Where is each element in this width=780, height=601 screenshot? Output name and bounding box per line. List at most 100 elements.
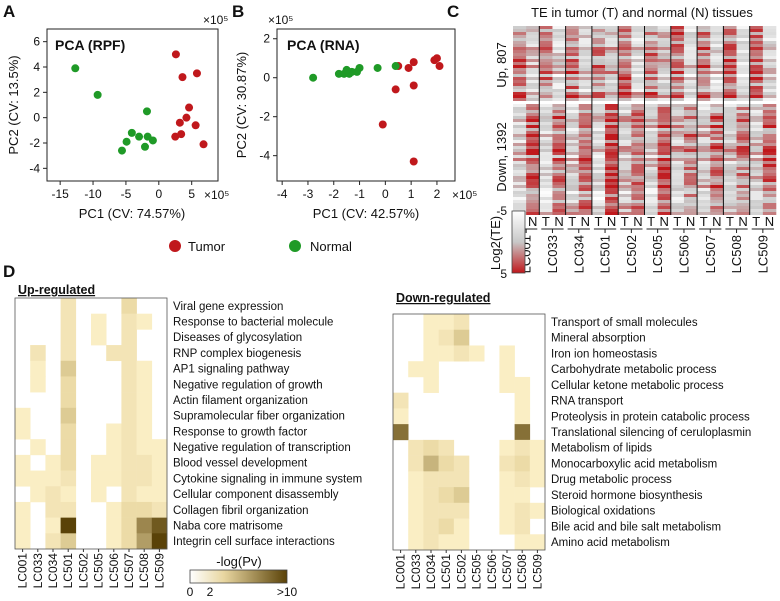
te-heatmap-cell [657,149,672,152]
te-heatmap-cell [723,176,737,179]
te-heatmap-cell [605,137,619,140]
te-heatmap-cell [697,206,711,209]
te-heatmap-cell [578,35,593,38]
te-heatmap-cell [749,209,764,212]
pathway-column-label: LC508 [515,554,529,590]
te-heatmap-cell [552,161,566,164]
te-heatmap-cell [539,182,553,185]
te-heatmap-cell [762,149,777,152]
te-heatmap-cell [723,209,737,212]
te-heatmap-cell [565,122,580,125]
pathway-row-label: Mineral absorption [551,333,646,345]
te-heatmap-cell [683,212,698,215]
legend-normal-label: Normal [310,239,352,254]
te-heatmap-cell [578,137,593,140]
te-heatmap-cell [539,77,553,80]
te-heatmap-cell [657,206,672,209]
pathway-cell [529,534,546,551]
te-heatmap-cell [591,68,606,71]
te-heatmap-cell [736,53,750,56]
te-heatmap-cell [618,68,632,71]
te-heatmap-cell [565,56,580,59]
te-heatmap-cell [631,134,645,137]
te-heatmap-cell [618,179,632,182]
te-heatmap-cell [723,188,737,191]
te-heatmap-cell [644,107,658,110]
pathway-column-label: LC509 [530,554,544,590]
te-heatmap-cell [552,122,566,125]
te-heatmap-cell [762,32,777,35]
te-heatmap-cell [526,119,540,122]
te-heatmap-cell [526,128,540,131]
te-heatmap-cell [683,140,698,143]
te-heatmap-cell [710,167,724,170]
pca-rna-title: PCA (RNA) [287,37,360,53]
te-heatmap-cell [539,47,553,50]
te-heatmap-cell [578,161,593,164]
te-heatmap-cell [710,206,724,209]
normal-point [71,64,80,73]
te-heatmap-cell [683,191,698,194]
te-heatmap-cell [513,92,527,95]
te-heatmap-cell [762,167,777,170]
pathway-column-label: LC502 [76,553,90,589]
te-heatmap-cell [631,95,645,98]
te-heatmap-cell [565,53,580,56]
te-heatmap-cell [591,38,606,41]
pathway-cell [106,501,122,518]
te-heatmap-cell [710,188,724,191]
te-heatmap-cell [591,83,606,86]
te-heatmap-cell [618,44,632,47]
te-heatmap-cell [552,200,566,203]
up-regulated-frame [14,297,168,550]
te-heatmap-cell [526,29,540,32]
te-heatmap-cell [697,83,711,86]
te-heatmap-cell [723,98,737,101]
te-heatmap-cell [539,98,553,101]
x-tick-label: -2 [328,187,339,201]
te-heatmap-cell [591,176,606,179]
te-heatmap-cell [736,83,750,86]
pathway-cell [514,392,531,409]
te-heatmap-cell [710,32,724,35]
pathway-cell [408,518,424,535]
te-heatmap-cell [736,149,750,152]
te-heatmap-cell [565,155,580,158]
te-heatmap-cell [513,194,527,197]
pathway-cell [151,470,168,487]
te-heatmap-cell [618,32,632,35]
te-heatmap-cell [749,44,764,47]
pathway-cell [453,329,470,346]
te-heatmap-cell [565,26,580,29]
te-heatmap-cell [697,29,711,32]
te-heatmap-cell [618,89,632,92]
te-heatmap-cell [683,77,698,80]
te-heatmap-cell [539,92,553,95]
te-heatmap-cell [578,203,593,206]
te-heatmap-cell [631,137,645,140]
y-tick-label: -2 [259,110,270,124]
te-heatmap-cell [631,131,645,134]
te-heatmap-cell [539,62,553,65]
te-heatmap-cell [513,119,527,122]
te-heatmap-cell [710,71,724,74]
te-heatmap-cell [697,125,711,128]
te-heatmap-cell [565,128,580,131]
pathway-cell [30,376,46,393]
te-heatmap-cell [710,149,724,152]
te-heatmap-cell [578,92,593,95]
te-heatmap-cell [552,35,566,38]
te-heatmap-cell [605,89,619,92]
te-heatmap-cell [552,116,566,119]
te-heatmap-cell [513,125,527,128]
te-heatmap-cell [736,206,750,209]
te-heatmap-cell [762,38,777,41]
x-tick-label: -15 [51,187,69,201]
te-heatmap-cell [631,98,645,101]
down-regulated-heatmap: Down-regulated Transport of small molecu… [392,291,751,590]
te-heatmap-cell [578,209,593,212]
te-heatmap-cell [683,206,698,209]
te-heatmap-cell [539,200,553,203]
te-heatmap-cell [513,89,527,92]
te-heatmap-cell [605,26,619,29]
